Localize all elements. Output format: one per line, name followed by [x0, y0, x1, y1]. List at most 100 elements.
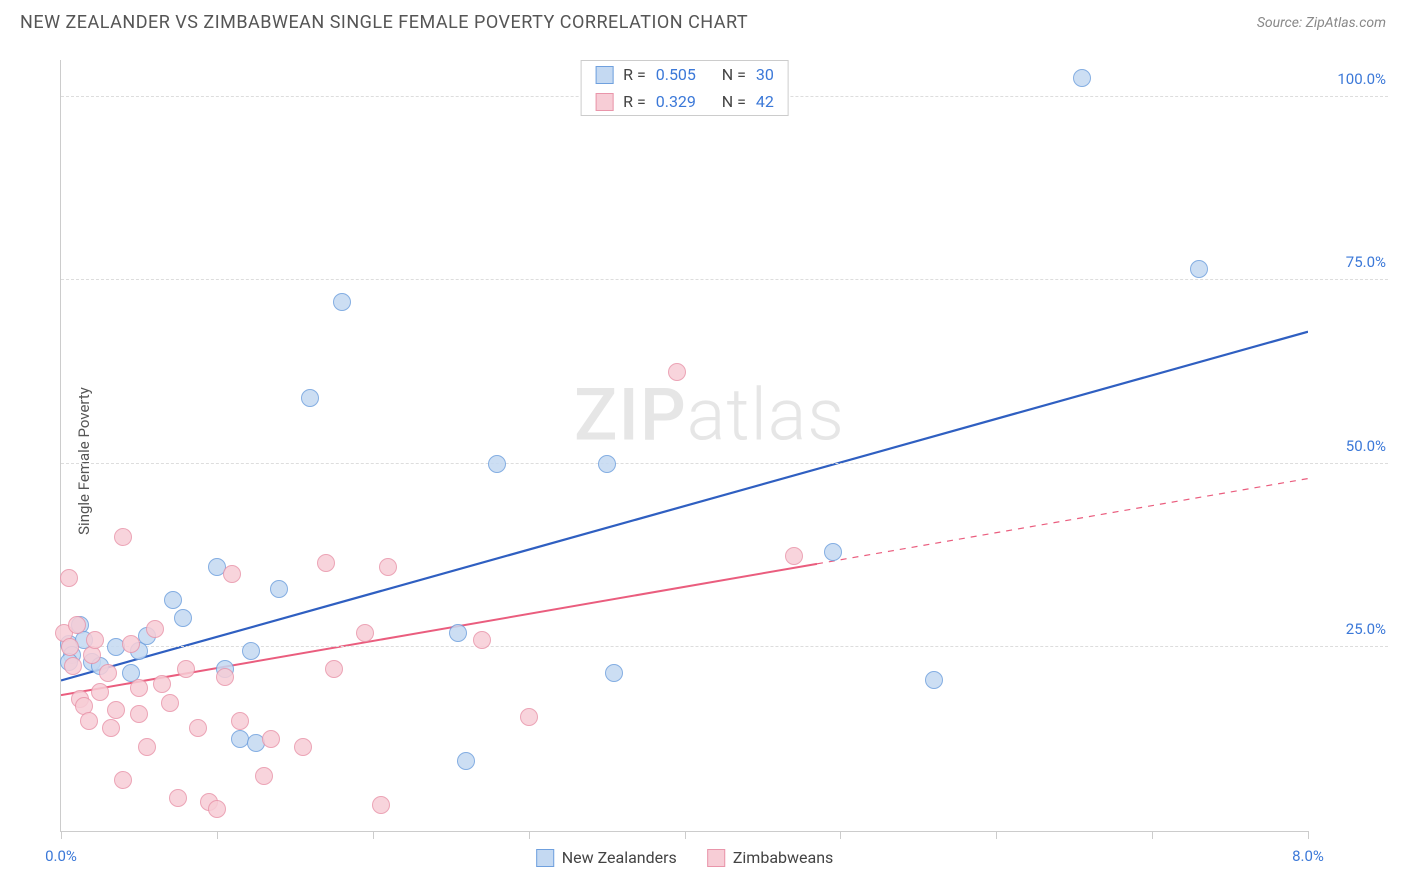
x-tick — [996, 831, 997, 839]
data-point — [114, 528, 132, 546]
data-point — [372, 796, 390, 814]
series-name: New Zealanders — [562, 848, 677, 867]
legend-n-value: 42 — [756, 92, 774, 111]
data-point — [262, 730, 280, 748]
y-tick-label: 50.0% — [1346, 437, 1386, 455]
legend-swatch — [595, 66, 613, 84]
series-name: Zimbabweans — [733, 848, 833, 867]
x-tick — [217, 831, 218, 839]
data-point — [301, 389, 319, 407]
data-point — [68, 616, 86, 634]
data-point — [189, 719, 207, 737]
data-point — [473, 631, 491, 649]
x-tick-label: 8.0% — [1292, 847, 1324, 865]
header: NEW ZEALANDER VS ZIMBABWEAN SINGLE FEMAL… — [0, 0, 1406, 41]
gridline — [61, 279, 1388, 280]
series-legend: New Zealanders Zimbabweans — [536, 848, 834, 867]
data-point — [86, 631, 104, 649]
data-point — [598, 455, 616, 473]
data-point — [102, 719, 120, 737]
data-point — [1073, 69, 1091, 87]
legend-swatch — [595, 93, 613, 111]
data-point — [270, 580, 288, 598]
data-point — [64, 657, 82, 675]
data-point — [122, 635, 140, 653]
data-point — [153, 675, 171, 693]
data-point — [99, 664, 117, 682]
data-point — [130, 705, 148, 723]
watermark-light: atlas — [687, 372, 845, 457]
data-point — [488, 455, 506, 473]
legend-swatch — [707, 849, 725, 867]
x-tick — [840, 831, 841, 839]
gridline — [61, 646, 1388, 647]
data-point — [925, 671, 943, 689]
data-point — [169, 789, 187, 807]
legend-row: R = 0.505 N = 30 — [581, 61, 788, 88]
watermark: ZIPatlas — [574, 372, 845, 457]
trend-line-extrapolated — [817, 479, 1308, 564]
x-tick — [1152, 831, 1153, 839]
data-point — [457, 752, 475, 770]
legend-r-value: 0.505 — [656, 65, 712, 84]
data-point — [379, 558, 397, 576]
data-point — [1190, 260, 1208, 278]
watermark-bold: ZIP — [574, 372, 687, 457]
x-tick — [61, 831, 62, 839]
data-point — [146, 620, 164, 638]
data-point — [333, 293, 351, 311]
data-point — [60, 569, 78, 587]
y-tick-label: 100.0% — [1337, 70, 1386, 88]
chart-title: NEW ZEALANDER VS ZIMBABWEAN SINGLE FEMAL… — [20, 12, 748, 33]
correlation-legend: R = 0.505 N = 30 R = 0.329 N = 42 — [580, 60, 789, 116]
data-point — [91, 683, 109, 701]
data-point — [174, 609, 192, 627]
data-point — [520, 708, 538, 726]
legend-swatch — [536, 849, 554, 867]
x-tick — [1308, 831, 1309, 839]
data-point — [668, 363, 686, 381]
y-tick-label: 25.0% — [1346, 620, 1386, 638]
data-point — [294, 738, 312, 756]
data-point — [242, 642, 260, 660]
data-point — [824, 543, 842, 561]
chart-container: Single Female Poverty ZIPatlas R =0.505N… — [18, 48, 1388, 874]
x-tick — [529, 831, 530, 839]
data-point — [164, 591, 182, 609]
data-point — [325, 660, 343, 678]
source-attribution: Source: ZipAtlas.com — [1257, 15, 1386, 31]
series-legend-item: Zimbabweans — [707, 848, 833, 867]
data-point — [317, 554, 335, 572]
series-legend-item: New Zealanders — [536, 848, 677, 867]
legend-r-label: R = — [623, 65, 646, 84]
data-point — [107, 701, 125, 719]
legend-n-label: N = — [722, 92, 746, 111]
legend-n-label: N = — [722, 65, 746, 84]
gridline — [61, 463, 1388, 464]
data-point — [130, 679, 148, 697]
plot-area: ZIPatlas R =0.505N =30R =0.329N =42 New … — [60, 60, 1308, 832]
trend-line — [61, 564, 817, 695]
data-point — [449, 624, 467, 642]
data-point — [255, 767, 273, 785]
data-point — [231, 712, 249, 730]
y-tick-label: 75.0% — [1346, 253, 1386, 271]
data-point — [138, 738, 156, 756]
data-point — [208, 800, 226, 818]
data-point — [80, 712, 98, 730]
legend-r-value: 0.329 — [656, 92, 712, 111]
data-point — [216, 668, 234, 686]
data-point — [114, 771, 132, 789]
trend-lines-layer — [61, 60, 1308, 831]
data-point — [356, 624, 374, 642]
data-point — [177, 660, 195, 678]
data-point — [161, 694, 179, 712]
legend-n-value: 30 — [756, 65, 774, 84]
trend-line — [61, 332, 1308, 681]
data-point — [605, 664, 623, 682]
legend-r-label: R = — [623, 92, 646, 111]
x-tick — [373, 831, 374, 839]
x-tick-label: 0.0% — [45, 847, 77, 865]
data-point — [785, 547, 803, 565]
legend-row: R = 0.329 N = 42 — [581, 88, 788, 115]
